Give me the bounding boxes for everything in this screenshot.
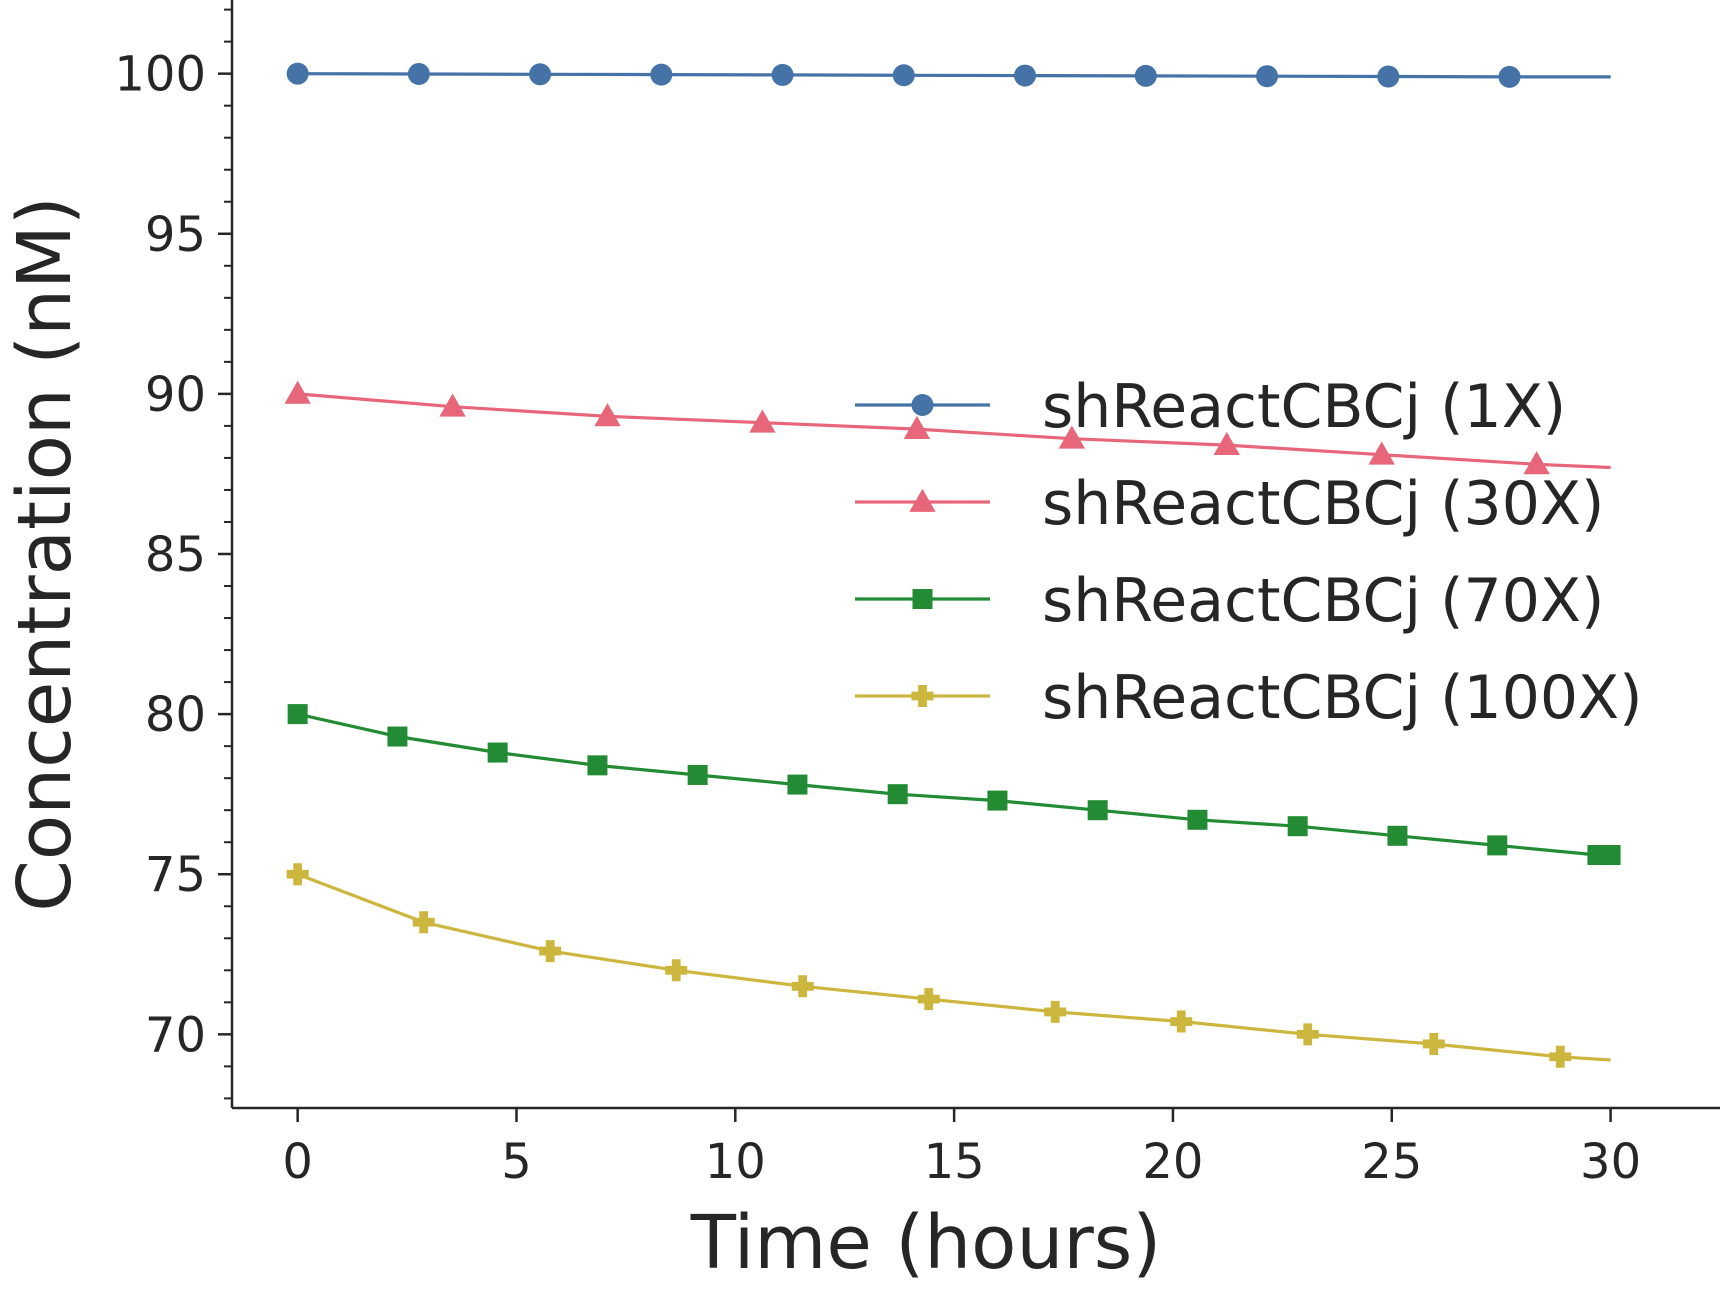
series-2 (284, 380, 1611, 475)
data-point (487, 742, 508, 763)
y-tick-label: 90 (145, 367, 206, 423)
data-point (892, 64, 915, 87)
data-point (911, 685, 934, 707)
legend-item: shReactCBCj (70X) (855, 566, 1604, 636)
data-point (1134, 64, 1157, 87)
data-point (529, 63, 552, 86)
data-point (787, 774, 808, 795)
data-point (911, 394, 934, 416)
data-point (412, 911, 435, 934)
x-tick-label: 20 (1142, 1134, 1203, 1190)
legend-label: shReactCBCj (100X) (1042, 663, 1643, 733)
series-3 (287, 704, 1621, 866)
data-point (1044, 1000, 1067, 1023)
data-point (1087, 800, 1108, 821)
data-point (1377, 65, 1400, 88)
y-tick-label: 75 (145, 847, 206, 903)
x-ticks: 0 5 10 15 20 25 30 (282, 1108, 1641, 1190)
legend: shReactCBCj (1X) shReactCBCj (30X) shReact… (855, 372, 1643, 733)
legend-item: shReactCBCj (1X) (855, 372, 1566, 442)
data-point (1549, 1045, 1572, 1068)
data-point (1213, 431, 1240, 456)
y-tick-label: 85 (145, 527, 206, 583)
data-point (1368, 441, 1395, 465)
x-tick-label: 30 (1580, 1134, 1641, 1190)
legend-item: shReactCBCj (100X) (855, 663, 1643, 733)
data-point (587, 755, 608, 776)
y-axis-title: Concentration (nM) (2, 196, 88, 912)
data-point (1187, 809, 1208, 830)
x-tick-label: 10 (705, 1134, 766, 1190)
data-point (387, 726, 408, 747)
data-point (1487, 835, 1508, 856)
data-point (912, 589, 933, 609)
series-line (297, 872, 1611, 1062)
data-point (1422, 1032, 1445, 1055)
axes: 0 5 10 15 20 25 30 70 75 80 85 90 95 100 (114, 0, 1720, 1190)
data-point (594, 403, 621, 427)
data-point (909, 488, 936, 512)
data-point (284, 380, 311, 404)
series-4 (286, 863, 1611, 1068)
y-tick-label: 70 (145, 1007, 206, 1063)
legend-label: shReactCBCj (1X) (1042, 372, 1566, 442)
data-point (687, 764, 708, 785)
data-point (286, 863, 309, 886)
data-point (749, 409, 776, 433)
data-point (1387, 825, 1408, 846)
x-tick-label: 5 (501, 1134, 532, 1190)
series-layer (284, 62, 1621, 1068)
series-1 (286, 62, 1611, 88)
data-point (887, 784, 908, 805)
data-point (791, 975, 814, 998)
data-point (287, 704, 308, 725)
data-point (1287, 816, 1308, 837)
data-point (1058, 425, 1086, 449)
y-tick-label: 80 (145, 687, 206, 743)
data-point (1170, 1010, 1193, 1033)
data-point (1523, 451, 1550, 475)
data-point (1498, 65, 1521, 88)
data-point (650, 63, 673, 86)
x-tick-label: 0 (282, 1134, 313, 1190)
data-point (1014, 64, 1037, 87)
data-point (771, 63, 794, 86)
data-point (987, 790, 1008, 811)
x-tick-label: 25 (1361, 1134, 1422, 1190)
x-tick-label: 15 (924, 1134, 985, 1190)
data-point (903, 415, 931, 440)
series-line (297, 712, 1611, 857)
x-axis-title: Time (hours) (690, 1200, 1161, 1286)
y-tick-label: 95 (145, 207, 206, 263)
data-point (286, 62, 309, 85)
series-line (297, 72, 1611, 79)
y-tick-label: 100 (114, 47, 206, 103)
data-point (917, 988, 940, 1011)
data-point (1600, 845, 1621, 866)
legend-label: shReactCBCj (70X) (1042, 566, 1604, 636)
data-point (407, 62, 430, 85)
data-point (439, 393, 466, 417)
y-ticks: 70 75 80 85 90 95 100 (114, 8, 232, 1100)
data-point (665, 959, 688, 982)
legend-label: shReactCBCj (30X) (1042, 469, 1604, 539)
data-point (539, 940, 562, 963)
legend-item: shReactCBCj (30X) (855, 469, 1604, 539)
series-line (297, 392, 1611, 470)
data-point (1256, 65, 1279, 88)
data-point (1296, 1023, 1319, 1046)
